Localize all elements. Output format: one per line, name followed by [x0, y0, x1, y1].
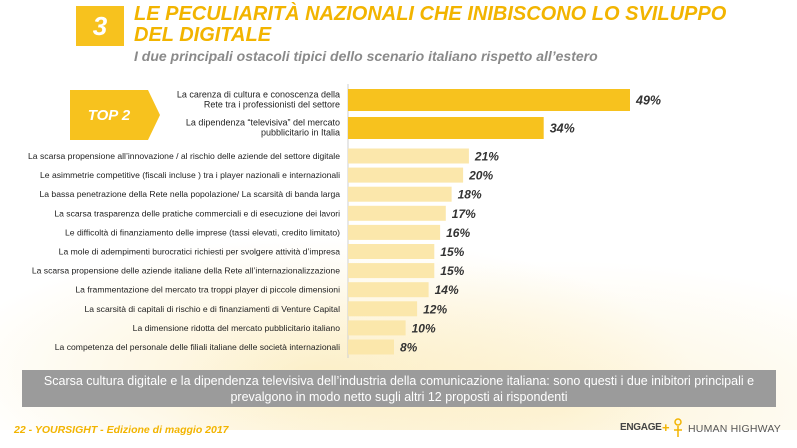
bar-5 [348, 186, 452, 202]
value-label-9: 15% [440, 264, 464, 278]
value-label-3: 21% [474, 150, 499, 164]
top-2-badge: TOP 2 [70, 90, 160, 140]
value-label-4: 20% [468, 169, 493, 183]
value-label-11: 12% [423, 302, 447, 316]
value-label-5: 18% [458, 188, 482, 202]
category-label-7: Le difficoltà di finanziamento delle imp… [65, 227, 340, 237]
value-label-1: 49% [635, 94, 661, 108]
category-label-5: La bassa penetrazione della Rete nella p… [39, 189, 340, 199]
category-label-12: La dimensione ridotta del mercato pubbli… [133, 323, 341, 333]
page-info: 22 - YOURSIGHT - Edizione di maggio 2017 [14, 424, 229, 436]
bar-10 [348, 282, 429, 298]
bar-8 [348, 244, 435, 259]
engage-logo: ENGAGE [620, 422, 662, 433]
category-label-10: La frammentazione del mercato tra troppi… [75, 285, 340, 295]
value-label-13: 8% [400, 341, 418, 355]
human-highway-icon [674, 418, 682, 437]
logo-plus: + [662, 420, 670, 435]
page-title: LE PECULIARITÀ NAZIONALI CHE INIBISCONO … [134, 3, 727, 46]
category-label-1-line-1: La carenza di cultura e conoscenza della [177, 90, 340, 100]
value-label-7: 16% [446, 226, 470, 240]
category-label-9: La scarsa propensione delle aziende ital… [32, 266, 340, 276]
category-label-2-line-1: La dipendenza “televisiva” del mercato [186, 118, 340, 128]
category-label-2-line-2: pubblicitario in Italia [261, 128, 340, 138]
bar-3 [348, 148, 469, 164]
category-label-8: La mole di adempimenti burocratici richi… [59, 247, 341, 257]
category-label-4: Le asimmetrie competitive (fiscali inclu… [40, 170, 340, 180]
summary-box: Scarsa cultura digitale e la dipendenza … [22, 370, 776, 407]
bar-6 [348, 205, 446, 221]
category-label-3: La scarsa propensione all’innovazione / … [28, 151, 340, 161]
value-label-12: 10% [412, 321, 436, 335]
page-subtitle: I due principali ostacoli tipici dello s… [134, 48, 598, 64]
bar-11 [348, 301, 418, 317]
bar-12 [348, 320, 406, 336]
top-2-badge-label: TOP 2 [87, 106, 131, 124]
category-label-1-line-2: Rete tra i professionisti del settore [204, 100, 340, 110]
value-label-2: 34% [550, 122, 575, 136]
bar-7 [348, 224, 441, 240]
bar-13 [348, 339, 394, 355]
category-label-11: La scarsità di capitali di rischio e di … [84, 304, 340, 314]
summary-text: Scarsa cultura digitale e la dipendenza … [43, 373, 755, 404]
value-label-8: 15% [440, 245, 464, 259]
section-number-box: 3 [76, 6, 124, 46]
bar-9 [348, 263, 435, 279]
bar-4 [348, 167, 464, 183]
category-label-6: La scarsa trasparenza delle pratiche com… [54, 208, 340, 218]
bar-2 [348, 117, 544, 139]
value-label-10: 14% [435, 283, 459, 297]
category-label-13: La competenza del personale delle filial… [55, 342, 340, 352]
human-highway-logo: HUMAN HIGHWAY [688, 423, 782, 435]
value-label-6: 17% [452, 207, 476, 221]
bar-chart: 49% La carenza di cultura e conoscenza de… [28, 84, 661, 358]
bar-1 [348, 89, 630, 111]
